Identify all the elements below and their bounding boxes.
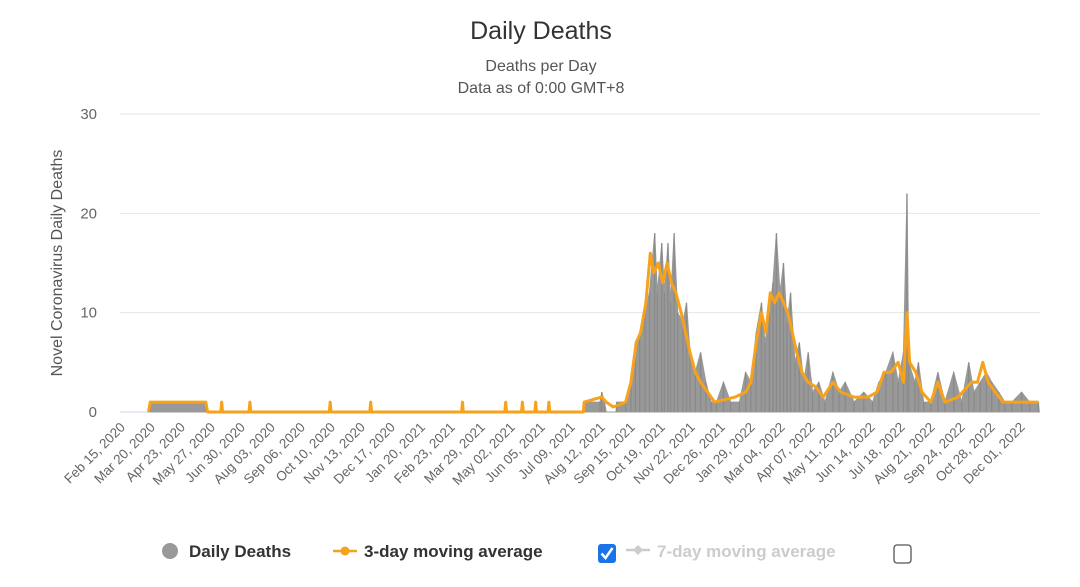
y-axis-title: Novel Coronavirus Daily Deaths [49,150,66,377]
daily-deaths-area [148,193,1040,413]
checkbox-checked[interactable] [598,544,616,563]
legend-item-7-day-average[interactable]: 7-day moving average [626,542,836,561]
checkmark-icon [600,547,614,561]
chart-subtitle-2: Data as of 0:00 GMT+8 [458,80,625,97]
y-tick-label: 20 [80,205,97,222]
y-tick-label: 0 [89,404,97,421]
y-axis-ticks: 0 10 20 30 [80,106,97,421]
chart-subtitle-1: Deaths per Day [485,58,596,75]
checkbox-3-day-average[interactable] [598,544,616,563]
diamond-marker [633,545,643,555]
checkbox-7-day-average[interactable] [893,544,912,564]
legend: Daily Deaths 3-day moving average 7-day … [162,542,912,564]
legend-label: Daily Deaths [189,542,291,561]
y-tick-label: 30 [80,106,97,123]
legend-label: 7-day moving average [657,542,836,561]
3-day-moving-average-line [147,251,1039,414]
legend-item-3-day-average[interactable]: 3-day moving average [333,542,543,561]
circle-marker-icon [162,543,178,559]
line-marker-dot [340,546,350,556]
series-group [147,193,1040,414]
legend-item-daily-deaths[interactable]: Daily Deaths [162,542,291,561]
y-tick-label: 10 [80,305,97,322]
chart-title: Daily Deaths [470,17,612,45]
legend-label: 3-day moving average [364,542,543,561]
